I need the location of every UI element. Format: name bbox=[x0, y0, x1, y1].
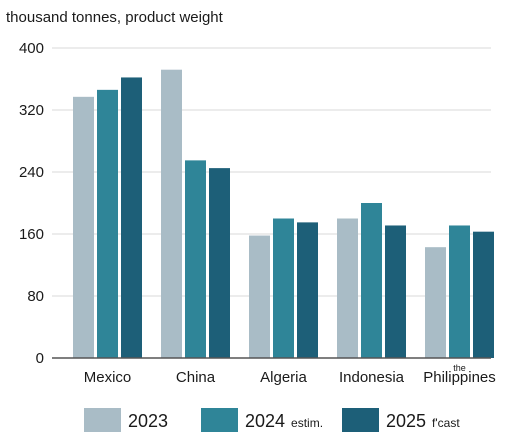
y-tick-label: 320 bbox=[19, 102, 44, 119]
bar-2024-mexico bbox=[97, 89, 118, 358]
bar-2023-algeria bbox=[249, 235, 270, 358]
legend-series-suffix: f'cast bbox=[432, 416, 460, 430]
x-category-prefix: the bbox=[453, 363, 466, 373]
bar-2025-mexico bbox=[121, 77, 142, 358]
x-category-label: Philippines bbox=[423, 369, 496, 386]
legend-swatch-2023 bbox=[84, 408, 121, 432]
legend-label: 2025 f'cast bbox=[386, 411, 460, 431]
legend-series-name: 2024 bbox=[245, 411, 285, 431]
y-tick-label: 80 bbox=[27, 288, 44, 305]
x-category-label: Mexico bbox=[84, 369, 132, 386]
bar-2024-indonesia bbox=[361, 203, 382, 358]
x-category-label: China bbox=[176, 369, 216, 386]
x-category-label: Algeria bbox=[260, 369, 307, 386]
legend-label: 2024 estim. bbox=[245, 411, 323, 431]
bar-2024-philippines bbox=[449, 225, 470, 358]
y-tick-label: 0 bbox=[36, 350, 44, 367]
x-category-label: Indonesia bbox=[339, 369, 405, 386]
legend-swatch-2024 bbox=[201, 408, 238, 432]
x-axis-categories: Mexico China Algeria Indonesia thePhilippine… bbox=[84, 363, 496, 386]
legend-series-name: 2023 bbox=[128, 411, 168, 431]
legend: 2023 2024 estim. 2025 f'cast bbox=[84, 408, 460, 432]
legend-series-name: 2025 bbox=[386, 411, 426, 431]
bar-2023-china bbox=[161, 69, 182, 358]
bar-2025-philippines bbox=[473, 231, 494, 358]
y-axis-unit-label: thousand tonnes, product weight bbox=[6, 9, 224, 26]
bar-2024-algeria bbox=[273, 218, 294, 358]
y-tick-label: 400 bbox=[19, 40, 44, 57]
bar-2025-algeria bbox=[297, 222, 318, 358]
y-tick-label: 160 bbox=[19, 226, 44, 243]
bar-2024-china bbox=[185, 160, 206, 358]
y-axis-ticks: 0 80 160 240 320 400 bbox=[19, 40, 44, 367]
bar-2025-indonesia bbox=[385, 225, 406, 358]
bar-2025-china bbox=[209, 168, 230, 358]
legend-series-suffix: estim. bbox=[291, 416, 323, 430]
y-tick-label: 240 bbox=[19, 164, 44, 181]
bar-2023-indonesia bbox=[337, 218, 358, 358]
bar-2023-philippines bbox=[425, 247, 446, 358]
legend-label: 2023 bbox=[128, 411, 168, 431]
legend-swatch-2025 bbox=[342, 408, 379, 432]
bar-2023-mexico bbox=[73, 96, 94, 358]
bars bbox=[73, 69, 494, 358]
